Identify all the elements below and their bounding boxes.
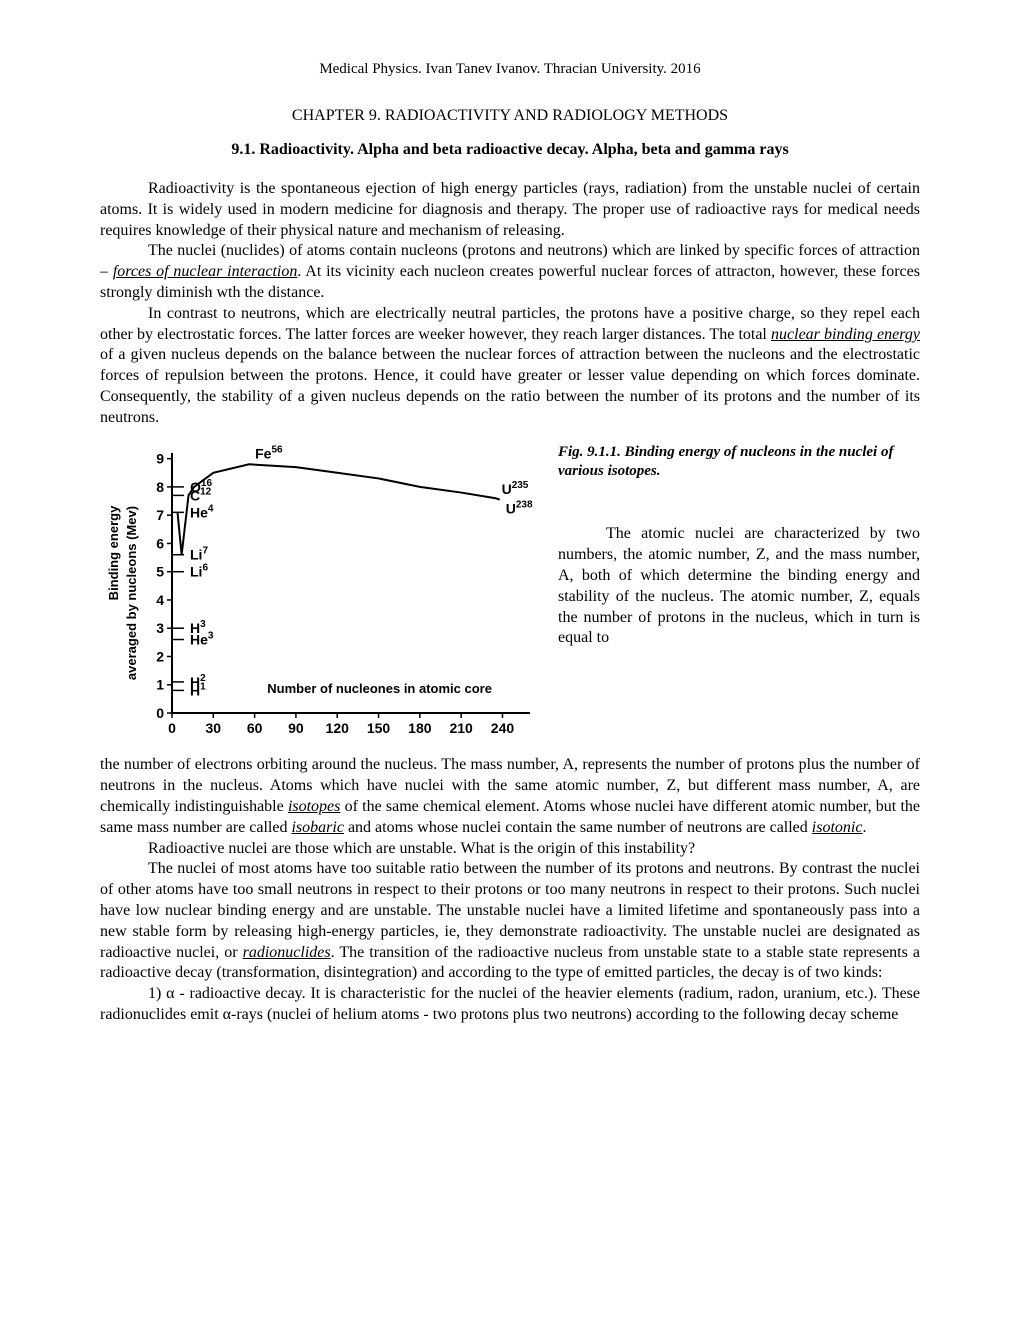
svg-text:U238: U238 [506, 499, 533, 516]
svg-text:150: 150 [367, 720, 391, 736]
page-header: Medical Physics. Ivan Tanev Ivanov. Thra… [100, 60, 920, 80]
svg-text:2: 2 [156, 648, 164, 664]
right-paragraph: The atomic nuclei are characterized by t… [558, 524, 920, 649]
svg-text:Fe56: Fe56 [255, 444, 283, 461]
svg-text:3: 3 [156, 620, 164, 636]
p3-link: nuclear binding energy [771, 326, 920, 343]
svg-text:U235: U235 [502, 480, 529, 497]
svg-text:9: 9 [156, 450, 164, 466]
svg-text:He4: He4 [190, 503, 214, 520]
paragraph-4: the number of electrons orbiting around … [100, 755, 920, 838]
svg-text:180: 180 [408, 720, 432, 736]
svg-text:8: 8 [156, 479, 164, 495]
p4-link1: isotopes [288, 798, 340, 815]
paragraph-7: 1) α - radioactive decay. It is characte… [100, 984, 920, 1026]
paragraph-6: The nuclei of most atoms have too suitab… [100, 859, 920, 984]
figure-container: 01234567890306090120150180210240Binding … [100, 443, 540, 750]
svg-text:0: 0 [168, 720, 176, 736]
p4-link2: isobaric [291, 819, 343, 836]
p4-text-c: and atoms whose nuclei contain the same … [344, 819, 812, 836]
svg-text:averaged by nucleons (Mev): averaged by nucleons (Mev) [124, 506, 139, 680]
svg-text:Number of nucleones in atomic: Number of nucleones in atomic core [267, 681, 492, 696]
svg-text:Li7: Li7 [190, 545, 208, 562]
paragraph-5: Radioactive nuclei are those which are u… [100, 839, 920, 860]
svg-text:60: 60 [247, 720, 263, 736]
paragraph-3: In contrast to neutrons, which are elect… [100, 304, 920, 429]
svg-text:7: 7 [156, 507, 164, 523]
paragraph-1: Radioactivity is the spontaneous ejectio… [100, 179, 920, 241]
svg-text:Binding energy: Binding energy [106, 505, 121, 600]
svg-text:210: 210 [449, 720, 473, 736]
p6-link: radionuclides [243, 944, 331, 961]
svg-text:30: 30 [206, 720, 222, 736]
figure-caption: Fig. 9.1.1. Binding energy of nucleons i… [558, 443, 920, 482]
svg-text:4: 4 [156, 592, 164, 608]
svg-text:Li6: Li6 [190, 562, 208, 579]
svg-text:0: 0 [156, 705, 164, 721]
svg-text:90: 90 [288, 720, 304, 736]
svg-text:1: 1 [156, 676, 164, 692]
paragraph-2: The nuclei (nuclides) of atoms contain n… [100, 241, 920, 303]
chapter-title: CHAPTER 9. RADIOACTIVITY AND RADIOLOGY M… [100, 106, 920, 127]
p4-text-d: . [862, 819, 866, 836]
svg-text:6: 6 [156, 535, 164, 551]
svg-text:5: 5 [156, 563, 164, 579]
section-title: 9.1. Radioactivity. Alpha and beta radio… [100, 140, 920, 161]
binding-energy-chart: 01234567890306090120150180210240Binding … [100, 443, 540, 743]
p3-text-b: of a given nucleus depends on the balanc… [100, 346, 920, 425]
p2-link: forces of nuclear interaction [113, 263, 298, 280]
p4-link3: isotonic [812, 819, 863, 836]
svg-text:240: 240 [491, 720, 515, 736]
svg-text:120: 120 [326, 720, 350, 736]
